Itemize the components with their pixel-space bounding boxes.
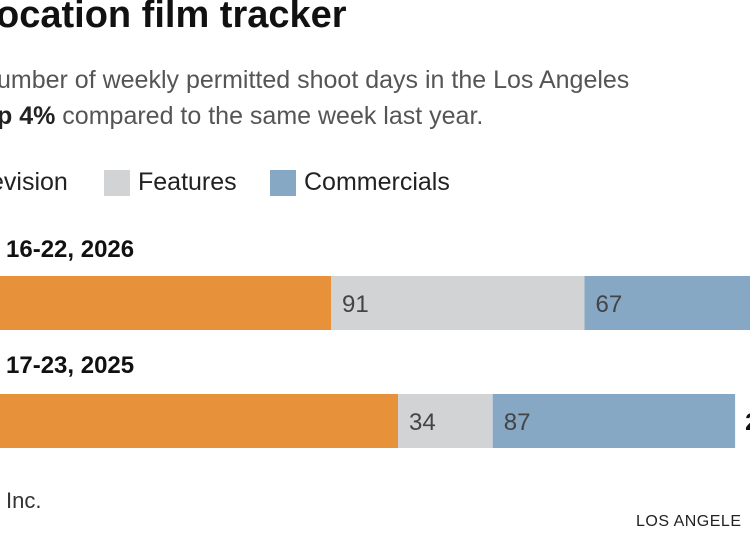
data-label-features-2025: 34	[409, 409, 436, 436]
chart-subtitle: umber of weekly permitted shoot days in …	[0, 62, 750, 134]
data-label-commercials-2026: 67	[596, 291, 623, 318]
legend-item-television: evision	[0, 166, 68, 198]
period-label-2026: 16-22, 2026	[6, 236, 135, 263]
bar-features-2026	[331, 276, 585, 330]
bar-commercials-2025	[492, 394, 736, 448]
bar-television-2025	[0, 394, 398, 448]
data-label-commercials-2025: 87	[504, 409, 531, 436]
legend-label-commercials: Commercials	[304, 168, 450, 196]
period-label-2025: 17-23, 2025	[6, 352, 135, 379]
chart-title: ocation film tracker	[0, 0, 347, 36]
subtitle-change: p 4%	[0, 102, 56, 130]
data-label-features-2026: 91	[342, 291, 369, 318]
subtitle-line-1: umber of weekly permitted shoot days in …	[0, 66, 630, 94]
source-note: Inc.	[6, 488, 42, 513]
credit-line: LOS ANGELE	[636, 513, 742, 530]
subtitle-line-2: p 4% compared to the same week last year…	[0, 98, 750, 134]
legend-label-television: evision	[0, 168, 68, 196]
legend-swatch-commercials	[270, 170, 296, 196]
legend-label-features: Features	[138, 168, 237, 196]
subtitle-comparison: compared to the same week last year.	[55, 102, 484, 130]
legend-swatch-features	[104, 170, 130, 196]
bar-television-2026	[0, 276, 331, 330]
bar-commercials-2026	[584, 276, 750, 330]
bar-features-2025	[398, 394, 493, 448]
total-label-2025: 2	[745, 409, 750, 436]
